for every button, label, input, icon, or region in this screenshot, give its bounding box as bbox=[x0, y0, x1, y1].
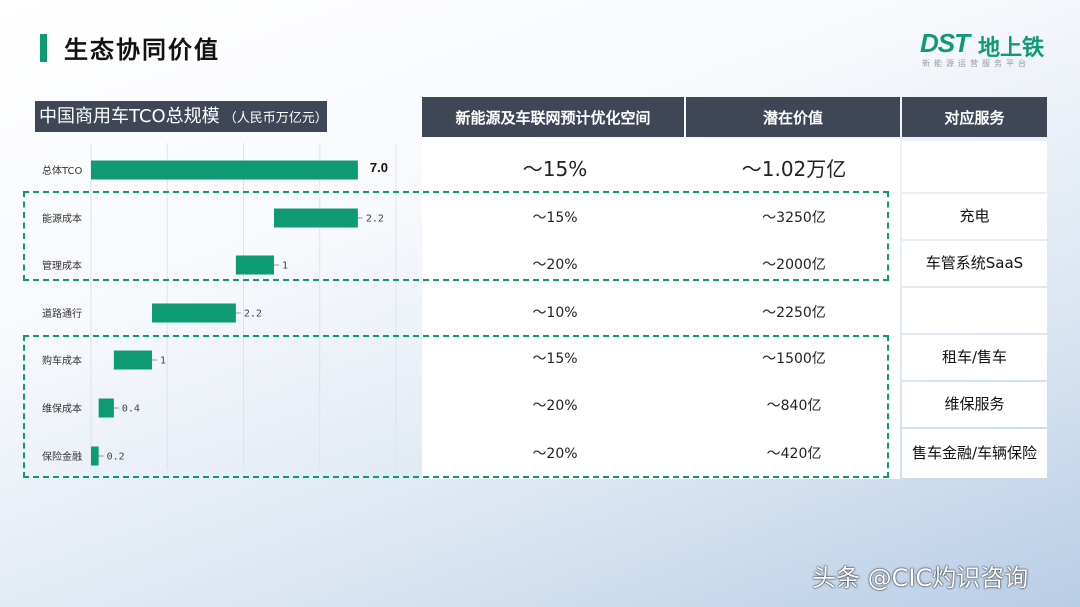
category-label: 能源成本 bbox=[42, 212, 82, 225]
saving-cell-3: ～10% bbox=[532, 305, 578, 321]
page-title: 生态协同价值 bbox=[64, 36, 220, 64]
bar bbox=[91, 160, 358, 180]
saving-cell-4: ～15% bbox=[532, 351, 578, 367]
category-label: 保险金融 bbox=[42, 450, 82, 463]
chart-title: 中国商用车TCO总规模 bbox=[39, 106, 220, 127]
highlight-group-top bbox=[23, 191, 889, 281]
value-cell-3: ～2250亿 bbox=[762, 305, 826, 321]
value-cell-1: ～3250亿 bbox=[762, 210, 826, 226]
value-cell-5: ～840亿 bbox=[766, 398, 822, 414]
bar bbox=[235, 255, 274, 275]
chart-unit: （人民币万亿元） bbox=[223, 111, 328, 126]
value-cell-6: ～420亿 bbox=[766, 446, 822, 462]
service-cell-3 bbox=[902, 288, 1047, 333]
service-cell-1: 充电 bbox=[902, 194, 1047, 239]
bar bbox=[113, 350, 152, 370]
header-saving: 新能源及车联网预计优化空间 bbox=[422, 97, 684, 137]
logo-name: 地上铁 bbox=[978, 36, 1045, 61]
category-label: 总体TCO bbox=[42, 164, 83, 177]
saving-cell-6: ～20% bbox=[532, 446, 578, 462]
service-cell-5: 维保服务 bbox=[902, 382, 1047, 427]
category-label: 道路通行 bbox=[42, 307, 82, 320]
saving-cell-5: ～20% bbox=[532, 398, 578, 414]
header-value: 潜在价值 bbox=[686, 97, 900, 137]
category-label: 购车成本 bbox=[42, 354, 82, 367]
title-accent-bar bbox=[40, 34, 47, 62]
service-cell-0 bbox=[902, 141, 1047, 192]
chart-title-box: 中国商用车TCO总规模 （人民币万亿元） bbox=[35, 101, 328, 132]
saving-cell-0: ～15% bbox=[522, 156, 588, 181]
company-logo: DST 地上铁 新能源运营服务平台 bbox=[920, 28, 1050, 70]
value-cell-0: ～1.02万亿 bbox=[741, 156, 847, 181]
category-label: 维保成本 bbox=[42, 402, 82, 415]
header-service: 对应服务 bbox=[902, 97, 1047, 137]
bar bbox=[91, 446, 99, 466]
value-label: 1 bbox=[160, 356, 166, 367]
service-cell-2: 车管系统SaaS bbox=[902, 241, 1047, 286]
bar bbox=[98, 398, 114, 418]
value-label: 1 bbox=[282, 261, 288, 272]
value-label: 7.0 bbox=[370, 160, 388, 175]
table-body bbox=[422, 139, 900, 479]
value-label: 2.2 bbox=[366, 214, 384, 225]
bar bbox=[152, 303, 236, 323]
highlight-group-bottom bbox=[23, 335, 889, 478]
logo-mark: DST bbox=[920, 28, 970, 58]
saving-cell-1: ～15% bbox=[532, 210, 578, 226]
bar bbox=[274, 208, 358, 228]
value-label: 2.2 bbox=[244, 309, 262, 320]
saving-cell-2: ～20% bbox=[532, 257, 578, 273]
logo-tagline: 新能源运营服务平台 bbox=[922, 59, 1030, 68]
service-cell-4: 租车/售车 bbox=[902, 335, 1047, 380]
value-cell-2: ～2000亿 bbox=[762, 257, 826, 273]
value-label: 0.4 bbox=[122, 404, 140, 415]
service-cell-6: 售车金融/车辆保险 bbox=[902, 429, 1047, 478]
category-label: 管理成本 bbox=[42, 259, 82, 272]
value-label: 0.2 bbox=[107, 452, 125, 463]
watermark: 头条 @CIC灼识咨询 bbox=[812, 564, 1029, 592]
value-cell-4: ～1500亿 bbox=[762, 351, 826, 367]
